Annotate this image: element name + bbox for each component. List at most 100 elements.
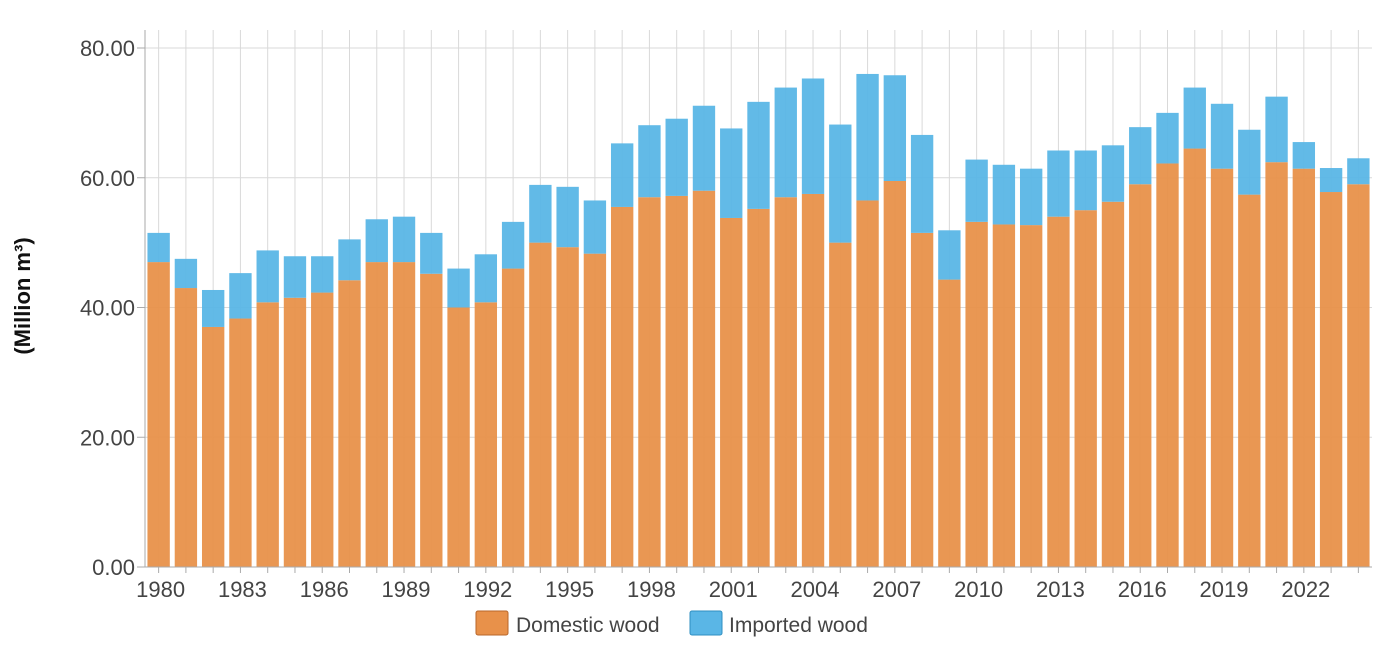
- bar-domestic-1980[interactable]: [147, 262, 170, 567]
- bar-domestic-2007[interactable]: [883, 180, 907, 567]
- bar-imported-1987[interactable]: [338, 239, 361, 281]
- bar-domestic-2016[interactable]: [1129, 184, 1152, 568]
- bar-imported-2018[interactable]: [1183, 87, 1206, 149]
- bar-imported-1982[interactable]: [201, 289, 225, 327]
- bar-imported-2000[interactable]: [692, 105, 716, 191]
- bar-domestic-1985[interactable]: [283, 297, 307, 567]
- bar-domestic-1989[interactable]: [392, 262, 416, 567]
- bar-domestic-1982[interactable]: [201, 326, 225, 567]
- bar-domestic-2009[interactable]: [938, 279, 961, 567]
- bar-imported-1984[interactable]: [256, 250, 279, 303]
- bar-domestic-1996[interactable]: [583, 253, 607, 567]
- bar-imported-1990[interactable]: [420, 232, 443, 274]
- legend-label-imported[interactable]: Imported wood: [729, 614, 868, 637]
- bar-domestic-2017[interactable]: [1156, 163, 1179, 568]
- bar-imported-2013[interactable]: [1047, 150, 1070, 217]
- bar-imported-2010[interactable]: [965, 159, 988, 222]
- bar-imported-1999[interactable]: [665, 118, 688, 196]
- bar-imported-2023[interactable]: [1319, 168, 1343, 193]
- legend-swatch-imported[interactable]: [689, 610, 723, 636]
- bar-imported-1988[interactable]: [365, 219, 388, 263]
- bar-domestic-1994[interactable]: [529, 242, 552, 567]
- bar-domestic-1999[interactable]: [665, 195, 688, 568]
- bar-imported-2015[interactable]: [1101, 145, 1125, 202]
- bar-domestic-2020[interactable]: [1238, 194, 1261, 567]
- bar-domestic-2023[interactable]: [1319, 192, 1343, 567]
- bar-imported-2001[interactable]: [720, 128, 743, 218]
- bar-imported-1996[interactable]: [583, 200, 607, 254]
- bar-imported-2021[interactable]: [1265, 96, 1288, 163]
- bar-imported-1991[interactable]: [447, 268, 470, 308]
- bar-domestic-2021[interactable]: [1265, 162, 1288, 567]
- bar-domestic-1993[interactable]: [501, 268, 525, 567]
- x-tick-label: 2016: [1118, 577, 1167, 602]
- bar-domestic-2014[interactable]: [1074, 210, 1097, 567]
- bar-imported-2016[interactable]: [1129, 127, 1152, 185]
- bar-domestic-1998[interactable]: [638, 197, 661, 567]
- bar-domestic-2004[interactable]: [801, 193, 825, 567]
- bar-imported-1992[interactable]: [474, 254, 498, 303]
- bar-domestic-1992[interactable]: [474, 302, 498, 567]
- bar-domestic-2006[interactable]: [856, 200, 879, 568]
- bar-domestic-2019[interactable]: [1210, 168, 1234, 568]
- bar-imported-1993[interactable]: [501, 221, 525, 269]
- x-tick-label: 1980: [136, 577, 185, 602]
- bar-domestic-1990[interactable]: [420, 273, 443, 567]
- bar-domestic-1988[interactable]: [365, 262, 388, 567]
- bar-imported-1995[interactable]: [556, 186, 579, 248]
- bar-domestic-1995[interactable]: [556, 247, 579, 567]
- bar-domestic-2005[interactable]: [829, 242, 852, 567]
- legend: Domestic wood Imported wood: [475, 610, 868, 637]
- bar-imported-1980[interactable]: [147, 232, 170, 263]
- bar-imported-2017[interactable]: [1156, 112, 1179, 164]
- bar-domestic-2012[interactable]: [1019, 225, 1043, 567]
- bar-imported-1994[interactable]: [529, 184, 552, 243]
- bar-domestic-1987[interactable]: [338, 280, 361, 567]
- legend-swatch-domestic[interactable]: [475, 610, 509, 636]
- bar-domestic-2018[interactable]: [1183, 148, 1206, 567]
- bar-domestic-2011[interactable]: [992, 224, 1016, 567]
- bar-imported-2004[interactable]: [801, 78, 825, 194]
- legend-label-domestic[interactable]: Domestic wood: [516, 614, 660, 637]
- bar-imported-2006[interactable]: [856, 73, 879, 201]
- bar-imported-2020[interactable]: [1238, 129, 1261, 195]
- bar-imported-2002[interactable]: [747, 101, 770, 209]
- bar-domestic-1991[interactable]: [447, 307, 470, 568]
- bar-domestic-2015[interactable]: [1101, 201, 1125, 567]
- bar-imported-1981[interactable]: [174, 258, 198, 289]
- bar-imported-2024[interactable]: [1347, 158, 1370, 185]
- bar-domestic-1981[interactable]: [174, 288, 198, 567]
- bar-imported-1983[interactable]: [229, 273, 252, 319]
- bar-imported-2008[interactable]: [910, 134, 934, 233]
- bar-domestic-2001[interactable]: [720, 217, 743, 567]
- bar-imported-1998[interactable]: [638, 125, 661, 198]
- bar-imported-2009[interactable]: [938, 230, 961, 280]
- bar-domestic-2022[interactable]: [1292, 168, 1316, 568]
- bar-imported-2012[interactable]: [1019, 168, 1043, 226]
- bar-imported-2022[interactable]: [1292, 142, 1316, 169]
- bar-imported-1985[interactable]: [283, 256, 307, 298]
- bar-imported-2007[interactable]: [883, 75, 907, 181]
- bar-domestic-1984[interactable]: [256, 302, 279, 567]
- bar-imported-1989[interactable]: [392, 216, 416, 263]
- bar-imported-1986[interactable]: [311, 256, 334, 293]
- bar-domestic-1986[interactable]: [311, 292, 334, 567]
- x-tick-label: 2013: [1036, 577, 1085, 602]
- bar-domestic-2008[interactable]: [910, 232, 934, 568]
- bar-imported-2005[interactable]: [829, 124, 852, 243]
- bar-imported-2019[interactable]: [1210, 103, 1234, 169]
- bar-imported-2011[interactable]: [992, 164, 1016, 225]
- bar-domestic-2010[interactable]: [965, 221, 988, 568]
- bar-domestic-2002[interactable]: [747, 208, 770, 567]
- bar-domestic-1997[interactable]: [610, 206, 634, 567]
- bar-domestic-2003[interactable]: [774, 197, 797, 567]
- bar-domestic-2013[interactable]: [1047, 216, 1070, 568]
- x-tick-label: 1989: [382, 577, 431, 602]
- bar-domestic-2000[interactable]: [692, 190, 716, 567]
- bar-imported-2014[interactable]: [1074, 150, 1097, 211]
- bar-domestic-2024[interactable]: [1347, 184, 1370, 568]
- bar-imported-1997[interactable]: [610, 143, 634, 207]
- bar-imported-2003[interactable]: [774, 87, 797, 198]
- bar-domestic-1983[interactable]: [229, 318, 252, 567]
